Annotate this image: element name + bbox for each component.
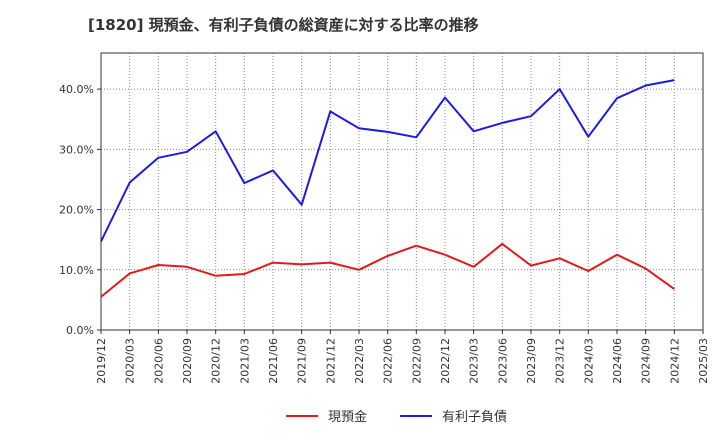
- series-line-cash: [100, 242, 675, 298]
- series-line-debt: [100, 79, 675, 242]
- x-tick-label: 2023/12: [554, 338, 567, 384]
- x-tick-label: 2023/06: [496, 338, 509, 384]
- x-tick-label: 2021/09: [296, 338, 309, 384]
- x-tick-label: 2022/06: [382, 338, 395, 384]
- x-tick-label: 2024/06: [611, 338, 624, 384]
- legend-label: 有利子負債: [442, 410, 507, 425]
- x-tick-label: 2020/06: [152, 338, 165, 384]
- x-tick-label: 2020/12: [210, 338, 223, 384]
- x-tick-label: 2021/03: [238, 338, 251, 384]
- x-tick-label: 2021/12: [324, 338, 337, 384]
- y-tick-label: 10.0%: [59, 264, 94, 277]
- x-tick-label: 2024/03: [582, 338, 595, 384]
- x-tick-label: 2024/09: [640, 338, 653, 384]
- y-tick-label: 30.0%: [59, 143, 94, 156]
- x-tick-label: 2022/12: [439, 338, 452, 384]
- x-tick-label: 2023/09: [525, 338, 538, 384]
- x-tick-label: 2023/03: [468, 338, 481, 384]
- x-tick-label: 2025/03: [697, 338, 710, 384]
- x-tick-label: 2019/12: [95, 338, 108, 384]
- x-tick-label: 2022/09: [410, 338, 423, 384]
- plot-frame: [100, 52, 704, 331]
- y-tick-label: 40.0%: [59, 83, 94, 96]
- x-tick-label: 2020/03: [124, 338, 137, 384]
- y-tick-label: 20.0%: [59, 204, 94, 217]
- chart-title: [1820] 現預金、有利子負債の総資産に対する比率の推移: [88, 16, 479, 34]
- x-tick-label: 2024/12: [668, 338, 681, 384]
- legend-label: 現預金: [328, 409, 367, 425]
- x-tick-label: 2022/03: [353, 338, 366, 384]
- y-tick-label: 0.0%: [66, 324, 94, 337]
- x-tick-label: 2020/09: [181, 338, 194, 384]
- plot-area: [101, 53, 703, 330]
- x-tick-label: 2021/06: [267, 338, 280, 384]
